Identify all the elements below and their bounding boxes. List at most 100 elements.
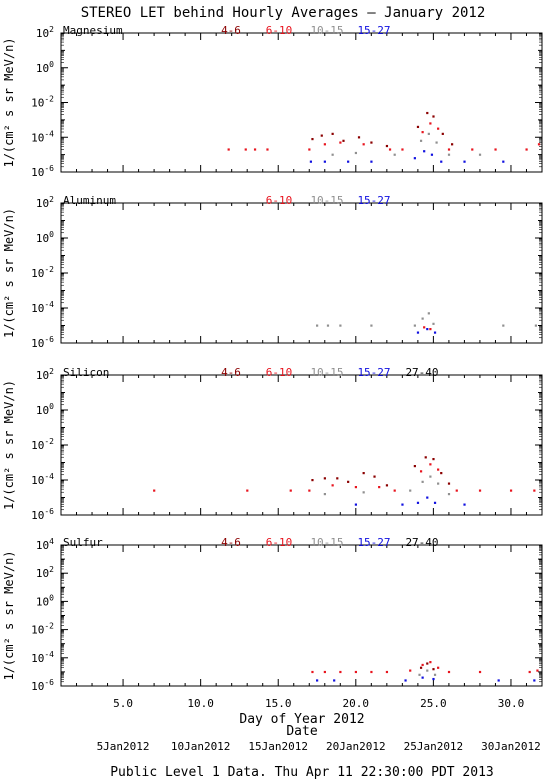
data-point <box>266 148 269 151</box>
data-point <box>429 475 432 478</box>
legend-item-15-27: 15-27 <box>357 536 390 549</box>
element-label: Silicon <box>63 366 109 379</box>
data-point <box>509 489 513 492</box>
data-point <box>421 676 424 679</box>
series-10-15 <box>331 132 482 156</box>
data-point <box>339 141 342 144</box>
legend-item-27-40: 27-40 <box>405 366 438 379</box>
data-point <box>437 468 440 471</box>
data-point <box>320 134 323 137</box>
data-point <box>308 489 311 492</box>
data-point <box>347 480 350 483</box>
series-15-27 <box>354 496 466 506</box>
y-tick-label: 100 <box>36 60 54 75</box>
data-point <box>502 324 505 327</box>
data-point <box>339 670 342 674</box>
data-point <box>432 677 435 681</box>
series-15-27 <box>309 150 505 163</box>
data-point <box>416 501 420 504</box>
data-point <box>440 472 443 475</box>
element-label: Sulfur <box>63 536 103 549</box>
data-point <box>331 153 334 156</box>
y-tick-label: 100 <box>36 402 54 417</box>
data-point <box>451 143 454 146</box>
date-tick-label: 10Jan2012 <box>171 740 231 753</box>
legend-item-10-15: 10-15 <box>310 24 343 37</box>
x-tick-label: 20.0 <box>343 697 370 710</box>
y-tick-label: 10-4 <box>31 650 54 665</box>
series-15-27 <box>316 676 536 682</box>
panel-silicon: 10-6 10-4 10-2 100 102 1/(cm² s sr MeV/n) Sili… <box>2 366 543 522</box>
y-tick-label: 100 <box>36 593 54 608</box>
data-point <box>533 679 536 682</box>
plot-frame <box>60 202 543 344</box>
data-point <box>426 328 429 331</box>
data-point <box>435 141 438 144</box>
data-point <box>447 493 451 496</box>
data-point <box>432 458 435 461</box>
legend-item-4-6: 4-6 <box>221 24 241 37</box>
date-tick-label: 30Jan2012 <box>481 740 541 753</box>
data-point <box>447 482 451 485</box>
data-point <box>331 484 334 487</box>
data-point <box>416 331 420 334</box>
data-point <box>421 663 424 667</box>
data-point <box>437 482 440 485</box>
data-point <box>478 670 482 674</box>
y-tick-label: 10-4 <box>31 472 54 487</box>
data-point <box>447 148 451 151</box>
data-point <box>433 501 437 504</box>
data-point <box>447 670 451 674</box>
y-tick-label: 10-2 <box>31 622 54 637</box>
data-point <box>429 122 432 125</box>
data-point <box>533 489 536 492</box>
series-6-10 <box>227 122 541 151</box>
y-axis-label: 1/(cm² s sr MeV/n) <box>2 37 16 167</box>
data-point <box>323 143 326 146</box>
data-point <box>424 456 427 459</box>
data-point <box>311 670 314 674</box>
data-point <box>419 470 423 473</box>
legend-item-15-27: 15-27 <box>357 366 390 379</box>
x-tick-label: 15.0 <box>265 697 292 710</box>
data-point <box>447 153 451 156</box>
date-tick-label: 25Jan2012 <box>404 740 464 753</box>
legend-item-10-15: 10-15 <box>310 194 343 207</box>
legend-item-10-15: 10-15 <box>310 536 343 549</box>
data-point <box>385 144 389 148</box>
plot-frame <box>60 374 543 516</box>
data-point <box>326 324 330 327</box>
data-point <box>370 160 373 163</box>
data-point <box>421 317 424 320</box>
data-point <box>331 132 334 135</box>
data-point <box>362 143 365 146</box>
data-point <box>244 148 247 151</box>
data-point <box>413 324 416 327</box>
panels: 10-6 10-4 10-2 100 102 1/(cm² s sr MeV/n) Magn… <box>2 24 543 710</box>
legend-item-4-6: 4-6 <box>221 536 241 549</box>
plot-frame <box>60 544 543 687</box>
data-point <box>534 324 537 327</box>
data-point <box>370 670 373 674</box>
data-point <box>537 143 541 146</box>
data-point <box>385 484 389 487</box>
data-point <box>432 322 435 325</box>
y-tick-label: 10-6 <box>31 164 54 179</box>
data-point <box>227 148 230 151</box>
data-point <box>494 148 497 151</box>
y-tick-label: 10-6 <box>31 678 54 693</box>
data-point <box>393 489 396 492</box>
legend-item-15-27: 15-27 <box>357 24 390 37</box>
series-6-10 <box>423 326 432 331</box>
data-point <box>347 160 350 163</box>
data-point <box>354 151 358 155</box>
data-point <box>427 132 430 135</box>
data-point <box>423 326 426 329</box>
y-tick-label: 104 <box>36 537 54 552</box>
data-point <box>429 463 432 466</box>
data-point <box>253 148 257 151</box>
date-tick-label: 5Jan2012 <box>97 740 150 753</box>
data-point <box>289 489 292 492</box>
y-tick-label: 10-4 <box>31 129 54 144</box>
data-point <box>311 479 314 482</box>
